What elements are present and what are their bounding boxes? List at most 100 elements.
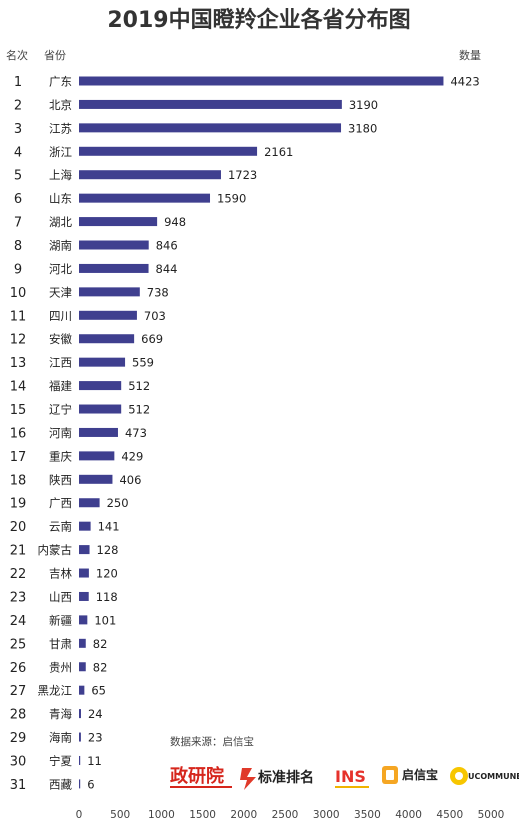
value-label: 101 bbox=[94, 613, 116, 627]
province-label: 上海 bbox=[49, 168, 72, 182]
svg-text:政研院: 政研院 bbox=[170, 765, 224, 787]
bar bbox=[79, 404, 122, 414]
rank-label: 29 bbox=[10, 731, 27, 746]
svg-text:启信宝: 启信宝 bbox=[402, 767, 438, 782]
province-label: 黑龙江 bbox=[38, 684, 73, 698]
rank-label: 12 bbox=[10, 333, 27, 348]
value-label: 120 bbox=[96, 567, 118, 581]
value-label: 738 bbox=[147, 285, 169, 299]
rank-label: 1 bbox=[14, 75, 22, 90]
value-label: 2161 bbox=[264, 145, 293, 159]
count-column-header: 数量 bbox=[459, 49, 481, 62]
province-label: 内蒙古 bbox=[38, 543, 73, 557]
province-label: 重庆 bbox=[49, 449, 72, 463]
x-tick-label: 0 bbox=[76, 809, 83, 821]
value-label: 24 bbox=[88, 707, 103, 721]
rank-label: 6 bbox=[14, 192, 22, 207]
zhengyanyuan-logo: 政研院 bbox=[170, 765, 232, 788]
x-tick-label: 4500 bbox=[436, 809, 463, 821]
bar bbox=[79, 123, 342, 133]
rank-label: 17 bbox=[10, 450, 27, 465]
province-label: 甘肃 bbox=[49, 637, 72, 651]
value-label: 844 bbox=[156, 262, 178, 276]
value-label: 512 bbox=[128, 379, 150, 393]
province-label: 西藏 bbox=[49, 777, 72, 791]
value-label: 559 bbox=[132, 356, 154, 370]
rank-label: 4 bbox=[14, 145, 22, 160]
x-tick-label: 500 bbox=[110, 809, 130, 821]
bar bbox=[79, 685, 85, 695]
bar bbox=[79, 545, 90, 555]
rank-label: 10 bbox=[10, 286, 27, 301]
province-label: 河北 bbox=[49, 262, 72, 276]
bar bbox=[79, 193, 211, 203]
value-label: 1723 bbox=[228, 168, 257, 182]
value-label: 4423 bbox=[450, 75, 479, 89]
x-tick-label: 5000 bbox=[478, 809, 505, 821]
province-label: 福建 bbox=[49, 379, 72, 393]
value-label: 3180 bbox=[348, 121, 377, 135]
bar bbox=[79, 755, 81, 765]
value-label: 669 bbox=[141, 332, 163, 346]
bar bbox=[79, 498, 100, 508]
value-label: 82 bbox=[93, 660, 108, 674]
province-label: 青海 bbox=[49, 707, 72, 721]
rank-label: 31 bbox=[10, 778, 27, 793]
value-label: 118 bbox=[96, 590, 118, 604]
province-label: 山西 bbox=[49, 590, 72, 604]
province-label: 天津 bbox=[49, 285, 72, 299]
value-label: 948 bbox=[164, 215, 186, 229]
rank-label: 27 bbox=[10, 684, 27, 699]
rank-label: 8 bbox=[14, 239, 22, 254]
rank-label: 23 bbox=[10, 590, 27, 605]
x-tick-label: 2000 bbox=[230, 809, 257, 821]
ucommune-logo: UCOMMUNE bbox=[450, 767, 519, 785]
rank-label: 19 bbox=[10, 497, 27, 512]
value-label: 6 bbox=[87, 777, 94, 791]
value-label: 512 bbox=[128, 403, 150, 417]
value-label: 128 bbox=[97, 543, 119, 557]
bar bbox=[79, 240, 149, 250]
bar bbox=[79, 474, 113, 484]
rank-label: 21 bbox=[10, 544, 27, 559]
chart-title: 2019中国瞪羚企业各省分布图 bbox=[107, 7, 410, 33]
value-label: 703 bbox=[144, 309, 166, 323]
value-label: 429 bbox=[121, 449, 143, 463]
x-tick-label: 3000 bbox=[313, 809, 340, 821]
rank-label: 18 bbox=[10, 473, 27, 488]
value-label: 250 bbox=[107, 496, 129, 510]
data-source-note: 数据来源：启信宝 bbox=[170, 735, 254, 748]
svg-text:INS: INS bbox=[335, 767, 366, 786]
rank-label: 2 bbox=[14, 98, 22, 113]
province-label: 四川 bbox=[49, 309, 72, 323]
bar bbox=[79, 99, 342, 109]
bar bbox=[79, 662, 86, 672]
province-label: 山东 bbox=[49, 192, 72, 206]
value-label: 23 bbox=[88, 731, 103, 745]
bar bbox=[79, 615, 88, 625]
province-label: 广东 bbox=[49, 75, 72, 89]
province-label: 北京 bbox=[49, 98, 72, 112]
rank-label: 22 bbox=[10, 567, 27, 582]
bar bbox=[79, 334, 135, 344]
bar bbox=[79, 732, 81, 742]
bar bbox=[79, 76, 444, 86]
province-label: 湖北 bbox=[49, 215, 72, 229]
bar bbox=[79, 638, 86, 648]
province-label: 吉林 bbox=[49, 567, 72, 581]
x-tick-label: 2500 bbox=[272, 809, 299, 821]
province-label: 海南 bbox=[49, 731, 72, 745]
province-label: 浙江 bbox=[49, 145, 72, 159]
x-tick-label: 4000 bbox=[395, 809, 422, 821]
bar bbox=[79, 427, 118, 437]
rank-label: 28 bbox=[10, 708, 27, 723]
value-label: 473 bbox=[125, 426, 147, 440]
bar bbox=[79, 451, 115, 461]
rank-label: 25 bbox=[10, 637, 27, 652]
rank-label: 24 bbox=[10, 614, 27, 629]
province-column-header: 省份 bbox=[44, 49, 66, 62]
rank-label: 14 bbox=[10, 380, 27, 395]
